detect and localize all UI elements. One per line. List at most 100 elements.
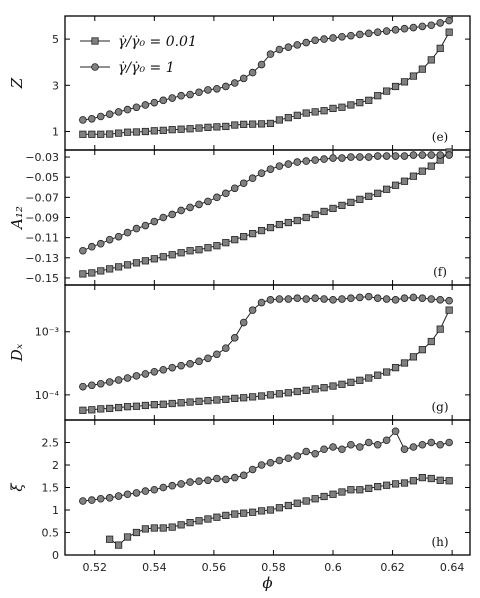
data-point-circle: [186, 203, 194, 212]
data-point-circle: [266, 50, 275, 58]
data-point-square: [275, 504, 284, 512]
data-point-circle: [445, 16, 453, 25]
data-point-square: [347, 198, 355, 206]
data-point-circle: [222, 344, 230, 352]
data-point-square: [311, 210, 319, 219]
data-point-circle: [114, 376, 123, 384]
data-point-square: [231, 394, 239, 402]
x-tick-label: 0.6: [324, 561, 342, 574]
data-point-square: [150, 127, 158, 135]
data-point-circle: [159, 365, 168, 374]
data-point-circle: [105, 378, 114, 386]
data-point-square: [240, 509, 248, 517]
data-point-square: [257, 392, 266, 400]
data-point-circle: [427, 295, 436, 303]
data-point-square: [123, 403, 132, 411]
data-point-square: [302, 213, 310, 222]
data-point-circle: [284, 43, 293, 51]
data-point-circle: [132, 103, 141, 112]
data-point-circle: [284, 160, 293, 168]
data-point-square: [329, 490, 337, 498]
data-point-circle: [114, 108, 123, 116]
y-tick-label: 3: [52, 79, 59, 92]
data-point-circle: [266, 165, 275, 173]
data-point-circle: [96, 494, 105, 503]
data-point-circle: [347, 31, 355, 40]
data-point-circle: [213, 193, 221, 202]
data-point-circle: [168, 94, 177, 102]
data-point-square: [427, 162, 435, 170]
data-point-square: [141, 257, 150, 265]
data-point-square: [240, 233, 248, 241]
data-point-circle: [311, 36, 319, 45]
data-point-circle: [427, 438, 436, 447]
data-point-circle: [230, 334, 239, 342]
data-point-circle: [96, 379, 105, 388]
data-point-circle: [266, 296, 275, 304]
data-point-square: [123, 533, 132, 541]
y-tick-label: 10⁻³: [35, 326, 59, 339]
x-tick-label: 0.62: [380, 561, 405, 574]
data-point-square: [400, 78, 409, 86]
data-point-circle: [177, 206, 185, 215]
data-point-square: [302, 497, 310, 505]
data-point-circle: [195, 200, 203, 209]
data-point-circle: [356, 293, 364, 302]
data-point-circle: [239, 471, 248, 480]
data-point-circle: [239, 74, 248, 83]
data-point-circle: [230, 473, 239, 482]
data-point-square: [383, 368, 391, 376]
data-point-circle: [275, 45, 284, 54]
data-point-circle: [347, 294, 355, 302]
data-point-circle: [132, 372, 141, 380]
data-point-square: [249, 230, 257, 238]
data-point-circle: [356, 30, 364, 39]
data-point-square: [284, 114, 292, 122]
data-point-circle: [204, 86, 212, 94]
data-point-circle: [177, 91, 185, 100]
data-point-circle: [445, 438, 453, 447]
data-point-circle: [391, 26, 400, 34]
data-point-square: [284, 389, 292, 397]
data-point-circle: [79, 246, 87, 255]
data-point-circle: [239, 179, 248, 188]
y-tick-label: −0.07: [25, 191, 59, 204]
data-point-square: [320, 107, 328, 115]
data-point-circle: [364, 153, 373, 161]
data-point-square: [374, 189, 382, 197]
data-point-square: [222, 122, 230, 131]
data-point-square: [88, 406, 96, 414]
data-point-square: [204, 515, 212, 523]
data-point-square: [150, 255, 158, 263]
data-point-square: [123, 261, 132, 269]
data-point-circle: [105, 110, 114, 118]
data-point-circle: [105, 494, 114, 502]
data-point-circle: [418, 440, 427, 449]
data-point-circle: [275, 456, 284, 465]
data-point-square: [106, 130, 114, 138]
data-point-square: [320, 384, 328, 392]
data-point-square: [159, 400, 167, 408]
data-point-circle: [88, 242, 96, 251]
data-point-circle: [222, 475, 230, 484]
data-point-square: [329, 204, 337, 213]
data-point-square: [123, 128, 132, 136]
data-point-circle: [186, 478, 194, 486]
data-point-circle: [373, 28, 382, 36]
data-point-square: [356, 486, 364, 494]
data-point-square: [284, 501, 292, 510]
y-tick-label: −0.13: [25, 252, 59, 265]
data-point-circle: [123, 374, 132, 382]
data-point-square: [356, 99, 364, 107]
data-point-square: [320, 492, 328, 501]
data-point-circle: [114, 232, 123, 241]
data-point-square: [186, 519, 194, 527]
legend-label: γ̇/γ̇₀ = 0.01: [118, 34, 197, 50]
data-point-circle: [400, 445, 409, 454]
data-point-square: [115, 403, 123, 412]
legend: γ̇/γ̇₀ = 0.01 γ̇/γ̇₀ = 1: [80, 34, 197, 76]
data-point-circle: [204, 197, 212, 206]
series-square: [79, 306, 453, 414]
data-point-square: [159, 126, 167, 134]
data-point-circle: [132, 224, 141, 233]
